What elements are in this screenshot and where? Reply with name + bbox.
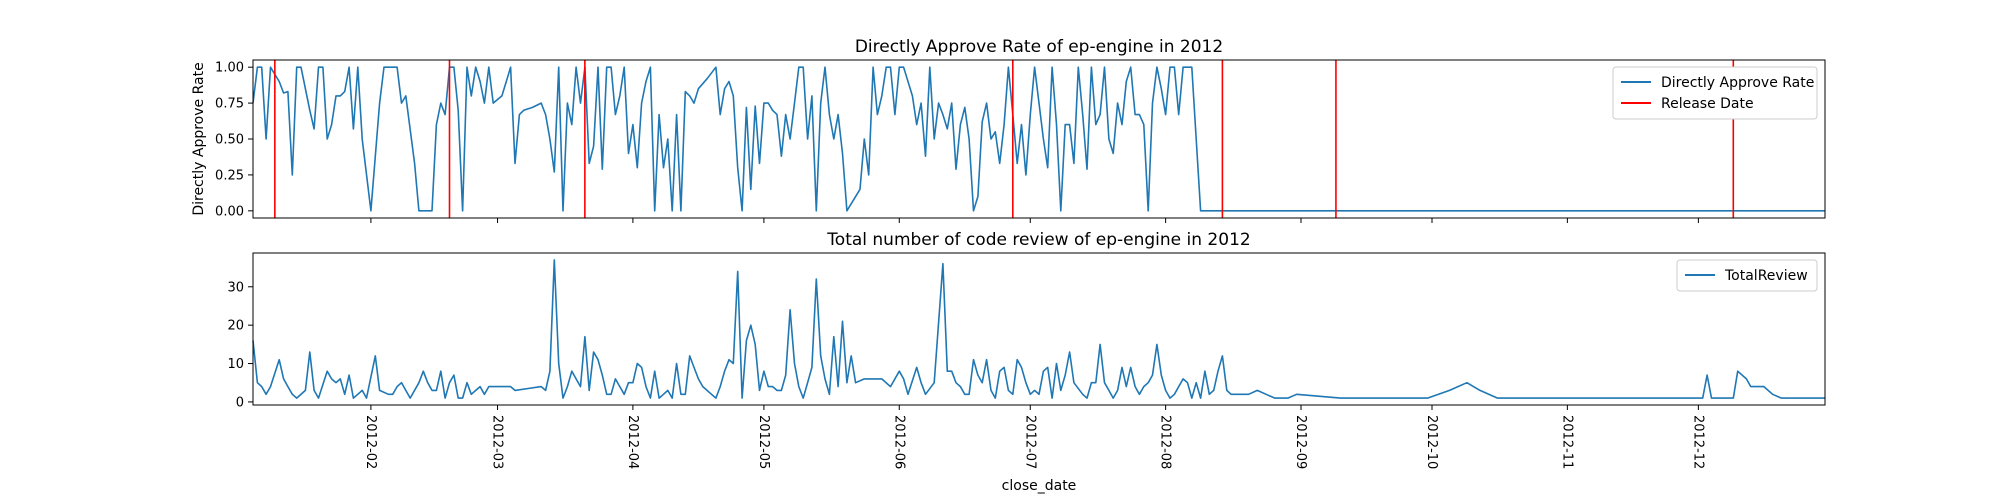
- x-tick-label: 2012-05: [756, 415, 771, 469]
- x-tick-label: 2012-07: [1022, 415, 1037, 469]
- legend-box: [1612, 66, 1818, 120]
- y-tick-label: 0.50: [215, 133, 244, 148]
- x-tick-label: 2012-04: [625, 415, 640, 469]
- y-tick-label: 0.25: [215, 168, 244, 183]
- x-tick-label: 2012-08: [1158, 415, 1173, 469]
- series-line: [252, 259, 1825, 399]
- x-tick-label: 2012-03: [490, 415, 505, 469]
- legend-label: Release Date: [1661, 96, 1754, 112]
- x-axis-label: close_date: [1002, 478, 1077, 494]
- x-tick-label: 2012-06: [891, 415, 906, 469]
- series-line: [252, 66, 1825, 212]
- plot-frame: [252, 59, 1826, 219]
- plot-frame: [252, 252, 1826, 406]
- plot-area: 0.00 0.25 0.50 0.75 1.00: [215, 59, 1826, 223]
- y-tick-label: 20: [227, 319, 244, 334]
- legend-label: TotalReview: [1724, 268, 1808, 284]
- legend: Directly Approve Rate Release Date: [1612, 66, 1818, 120]
- legend: TotalReview: [1676, 259, 1818, 292]
- y-axis-label: Directly Approve Rate: [191, 62, 207, 215]
- total-review-chart: Total number of code review of ep-engine…: [227, 230, 1826, 494]
- y-tick-label: 30: [227, 280, 244, 295]
- legend-box: [1676, 259, 1818, 292]
- approve-rate-chart: Directly Approve Rate of ep-engine in 20…: [191, 37, 1826, 223]
- y-tick-label: 10: [227, 357, 244, 372]
- y-tick-label: 0: [236, 395, 244, 410]
- plot-area: 0 10 20 30 2012-02 2012-03 2012-04 2012-05 2012-…: [227, 252, 1826, 469]
- x-tick-label: 2012-10: [1424, 415, 1439, 469]
- x-tick-label: 2012-11: [1559, 415, 1574, 469]
- x-tick-label: 2012-02: [363, 415, 378, 469]
- x-tick-label: 2012-09: [1293, 415, 1308, 469]
- x-tick-label: 2012-12: [1690, 415, 1705, 469]
- y-tick-label: 1.00: [215, 61, 244, 76]
- chart-title: Directly Approve Rate of ep-engine in 20…: [855, 37, 1223, 57]
- chart-title: Total number of code review of ep-engine…: [826, 230, 1250, 250]
- legend-label: Directly Approve Rate: [1661, 75, 1814, 91]
- y-tick-label: 0.75: [215, 97, 244, 112]
- y-tick-label: 0.00: [215, 204, 244, 219]
